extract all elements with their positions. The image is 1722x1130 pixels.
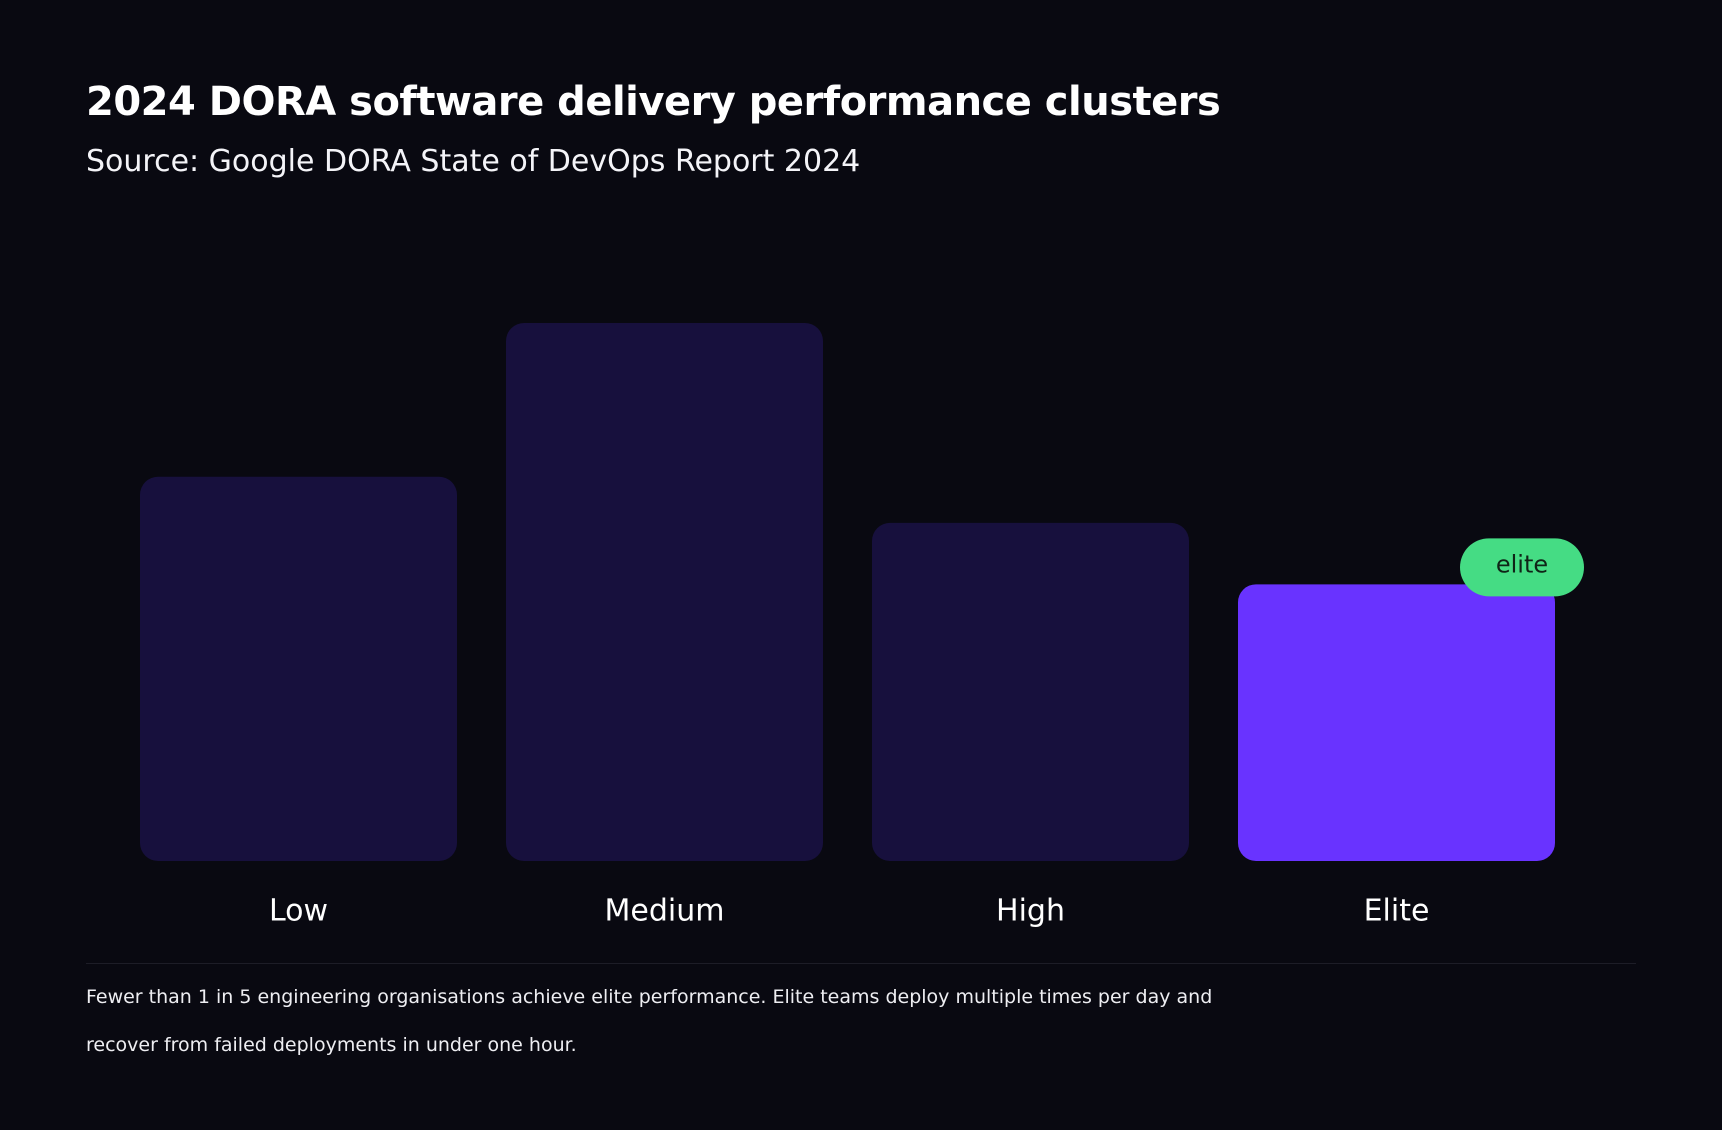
bar-low [140, 476, 457, 861]
category-label-elite: Elite [1364, 894, 1430, 929]
divider [86, 963, 1636, 964]
chart-subtitle: Source: Google DORA State of DevOps Repo… [86, 144, 861, 179]
bar-medium [506, 323, 823, 861]
chart-footnote: Fewer than 1 in 5 engineering organisati… [86, 986, 1213, 1056]
category-label-high: High [996, 894, 1065, 929]
chart-title: 2024 DORA software delivery performance … [86, 79, 1221, 125]
bar-chart: Low Medium High Elite elite [140, 323, 1584, 929]
bar-high [872, 522, 1189, 861]
bar-elite [1238, 584, 1555, 861]
highlight-badge-label: elite [1496, 550, 1548, 578]
category-label-low: Low [269, 894, 328, 929]
highlight-badge [1460, 538, 1584, 597]
category-label-medium: Medium [605, 894, 725, 929]
